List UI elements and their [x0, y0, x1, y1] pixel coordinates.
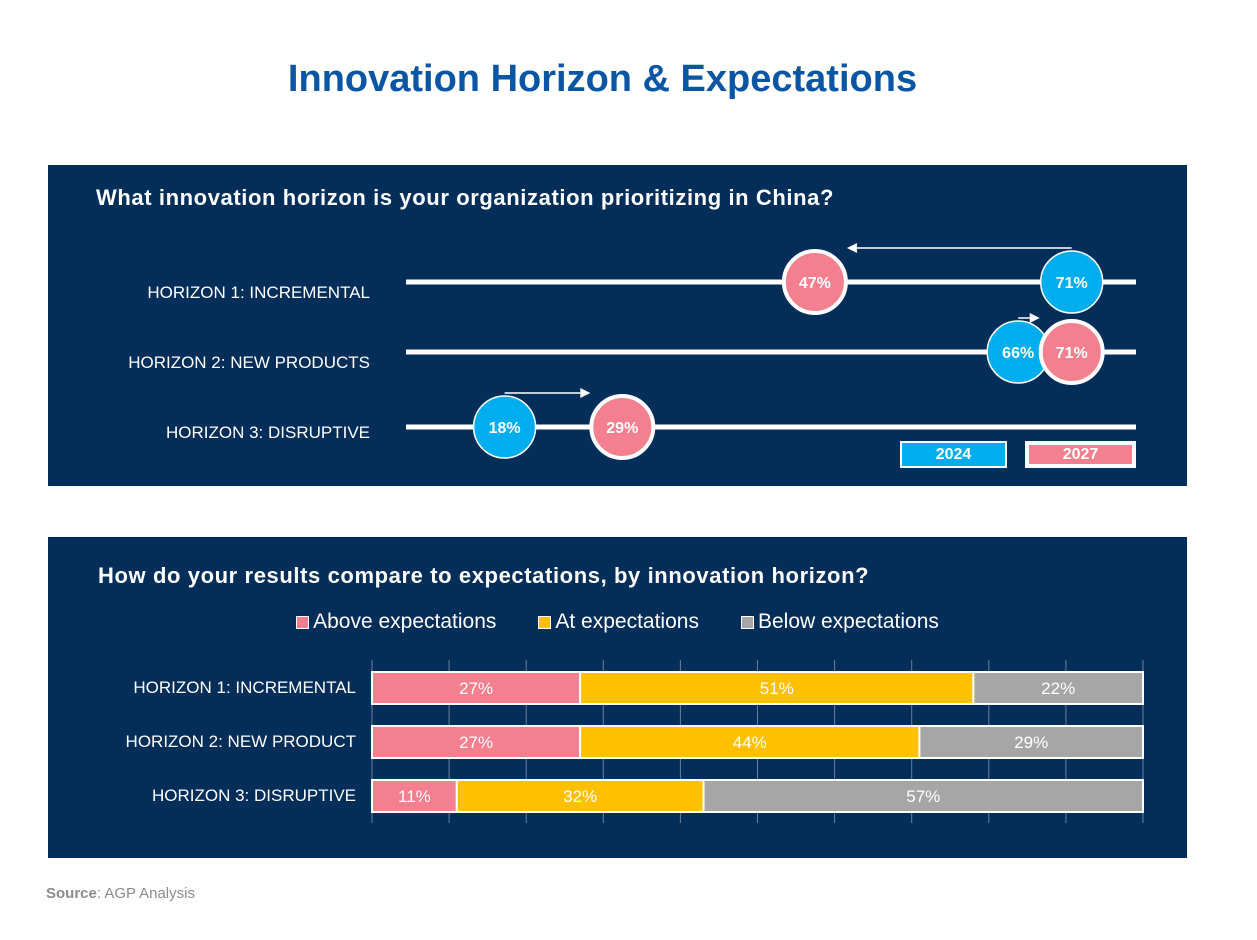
bar-segment-1-1 [371, 671, 582, 705]
change-arrowhead-2 [1029, 313, 1040, 323]
bar-value-label-3-3: 57% [906, 787, 940, 806]
legend-at-swatch [538, 615, 552, 629]
bar-segment-3-1 [371, 779, 458, 813]
bar-value-label-2-2: 44% [733, 733, 767, 752]
bar-value-label-2-3: 29% [1014, 733, 1048, 752]
legend-2024: 2024 [900, 441, 1007, 468]
horizon-label-1: HORIZON 1: INCREMENTAL [147, 283, 370, 302]
bar-value-label-1-3: 22% [1041, 679, 1075, 698]
bar-label-1: HORIZON 1: INCREMENTAL [133, 678, 356, 697]
dot-2027-1 [781, 249, 848, 315]
legend-below-label: Below expectations [757, 610, 939, 633]
legend-above: Above expectations [296, 610, 496, 634]
bar-value-label-1-1: 27% [459, 679, 493, 698]
dot-2027-label-1: 47% [799, 275, 831, 292]
bar-segment-3-2 [455, 779, 705, 813]
dot-2027-3 [589, 394, 656, 460]
bar-segment-2-1 [371, 725, 582, 759]
legend-above-swatch [296, 615, 310, 629]
horizon-label-3: HORIZON 3: DISRUPTIVE [165, 423, 370, 442]
bar-label-3: HORIZON 3: DISRUPTIVE [151, 786, 356, 805]
bar-value-label-3-2: 32% [563, 787, 597, 806]
legend-below: Below expectations [740, 610, 939, 634]
dot-2027-label-2: 71% [1056, 345, 1088, 362]
source-text: : AGP Analysis [96, 885, 195, 902]
dot-2027-2 [1038, 319, 1105, 385]
expectations-legend: Above expectations At expectations Below… [48, 610, 1187, 634]
legend-at: At expectations [538, 610, 699, 634]
bar-segment-2-3 [918, 725, 1144, 759]
dot-2024-label-3: 18% [489, 420, 521, 437]
source-label: Source [46, 885, 97, 902]
horizon-label-2: HORIZON 2: NEW PRODUCTS [128, 353, 370, 372]
legend-at-label: At expectations [555, 610, 699, 633]
bar-value-label-1-2: 51% [760, 679, 794, 698]
source-note: Source: AGP Analysis [46, 885, 195, 902]
dot-2024-3 [472, 395, 537, 459]
dot-2027-label-3: 29% [606, 420, 638, 437]
bar-value-label-2-1: 27% [459, 733, 493, 752]
legend-above-label: Above expectations [313, 610, 497, 633]
horizon-priority-panel: What innovation horizon is your organiza… [48, 165, 1187, 486]
expectations-title: How do your results compare to expectati… [98, 563, 870, 588]
bar-segment-1-3 [972, 671, 1144, 705]
horizon-priority-title: What innovation horizon is your organiza… [96, 185, 835, 210]
stacked-bar-chart: 27% 51% 22% 27% 44% 29% 11% 32% 57% [371, 660, 1145, 823]
bar-segment-3-3 [702, 779, 1145, 813]
bar-label-2: HORIZON 2: NEW PRODUCT [125, 732, 356, 751]
change-arrowhead-1 [846, 243, 857, 253]
legend-2027: 2027 [1025, 441, 1136, 468]
expectations-panel: How do your results compare to expectati… [48, 537, 1187, 858]
dot-2024-1 [1039, 250, 1104, 314]
change-arrowhead-3 [580, 388, 591, 398]
legend-below-swatch [740, 615, 754, 629]
dot-2024-label-1: 71% [1056, 275, 1088, 292]
dot-2024-label-2: 66% [1002, 345, 1034, 362]
bar-value-label-3-1: 11% [398, 787, 431, 806]
dumbbell-chart: 71% 47% 66% 71% 18% 29% [406, 243, 1136, 460]
bar-segment-1-2 [579, 671, 975, 705]
bar-segment-2-2 [579, 725, 921, 759]
page-title: Innovation Horizon & Expectations [287, 58, 918, 100]
